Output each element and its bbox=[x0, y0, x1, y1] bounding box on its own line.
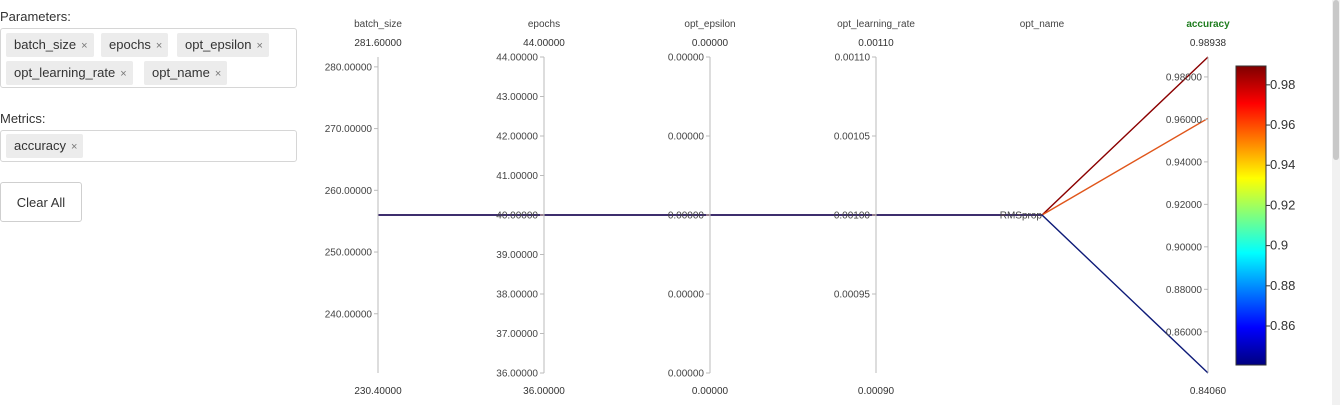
parameters-label: Parameters: bbox=[0, 9, 71, 24]
tick-label: 0.94000 bbox=[1166, 157, 1203, 168]
tick-label: 0.88000 bbox=[1166, 285, 1203, 296]
axis-title-batch-size: batch_size bbox=[354, 19, 402, 30]
tick-label: 0.00000 bbox=[668, 53, 705, 64]
tick-label: 41.00000 bbox=[496, 171, 538, 182]
colorbar-tick-label: 0.94 bbox=[1270, 157, 1295, 172]
remove-icon[interactable]: × bbox=[256, 40, 263, 52]
category-label: RMSprop bbox=[1000, 211, 1043, 222]
tick-label: 0.90000 bbox=[1166, 242, 1203, 253]
tick-label: 39.00000 bbox=[496, 250, 538, 261]
axis-min-label: 230.40000 bbox=[354, 386, 402, 397]
tick-label: 0.86000 bbox=[1166, 327, 1203, 338]
colorbar-tick-label: 0.98 bbox=[1270, 77, 1295, 92]
tick-label: 280.00000 bbox=[325, 62, 373, 73]
tick-label: 44.00000 bbox=[496, 53, 538, 64]
run-lines bbox=[378, 56, 1209, 374]
colorbar-tick-label: 0.96 bbox=[1270, 117, 1295, 132]
tick-label: 42.00000 bbox=[496, 132, 538, 143]
chip-label: opt_name bbox=[152, 65, 210, 80]
tick-label: 250.00000 bbox=[325, 248, 373, 259]
chip-label: epochs bbox=[109, 37, 151, 52]
axis-max-label: 0.00000 bbox=[692, 38, 729, 49]
chip-label: accuracy bbox=[14, 138, 67, 153]
axis-title-opt-epsilon: opt_epsilon bbox=[684, 19, 735, 30]
axis-title-accuracy: accuracy bbox=[1186, 19, 1230, 30]
colorbar-tick-label: 0.92 bbox=[1270, 197, 1295, 212]
axis-title-opt-name: opt_name bbox=[1020, 19, 1065, 30]
axis-max-label: 281.60000 bbox=[354, 38, 402, 49]
metric-chip-accuracy: accuracy × bbox=[6, 134, 84, 158]
tick-label: 36.00000 bbox=[496, 369, 538, 380]
tick-label: 240.00000 bbox=[325, 309, 373, 320]
axes: batch_size 281.60000 230.40000 240.00000 250… bbox=[325, 19, 1230, 397]
tick-label: 38.00000 bbox=[496, 290, 538, 301]
chip-label: opt_epsilon bbox=[185, 37, 252, 52]
vertical-scrollbar[interactable] bbox=[1332, 0, 1340, 405]
tick-label: 270.00000 bbox=[325, 124, 373, 135]
clear-all-button[interactable]: Clear All bbox=[0, 182, 82, 222]
remove-icon[interactable]: × bbox=[155, 40, 163, 52]
tick-label: 0.00000 bbox=[668, 132, 705, 143]
tick-label: 0.92000 bbox=[1166, 200, 1203, 211]
tick-label: 37.00000 bbox=[496, 329, 538, 340]
axis-min-label: 0.00090 bbox=[858, 386, 895, 397]
axis-max-label: 0.00110 bbox=[858, 38, 894, 49]
tick-label: 0.00000 bbox=[668, 290, 705, 301]
param-chip-opt-name: opt_name × bbox=[144, 61, 228, 85]
colorbar-gradient bbox=[1235, 65, 1267, 366]
chip-label: batch_size bbox=[14, 37, 77, 52]
axis-title-opt-learning-rate: opt_learning_rate bbox=[837, 19, 915, 30]
tick-label: 0.00000 bbox=[668, 369, 705, 380]
colorbar-tick-label: 0.86 bbox=[1270, 318, 1295, 333]
tick-label: 40.00000 bbox=[496, 211, 538, 222]
param-chip-epochs: epochs × bbox=[101, 33, 169, 57]
colorbar-tick-label: 0.9 bbox=[1270, 238, 1288, 253]
axis-max-label: 0.98938 bbox=[1190, 38, 1227, 49]
remove-icon[interactable]: × bbox=[120, 68, 127, 80]
remove-icon[interactable]: × bbox=[71, 141, 78, 153]
remove-icon[interactable]: × bbox=[214, 68, 222, 80]
axis-min-label: 0.84060 bbox=[1190, 386, 1227, 397]
tick-label: 0.00095 bbox=[834, 290, 871, 301]
param-chip-batch-size: batch_size × bbox=[6, 33, 94, 57]
axis-title-epochs: epochs bbox=[528, 19, 560, 30]
axis-min-label: 36.00000 bbox=[523, 386, 565, 397]
tick-label: 260.00000 bbox=[325, 186, 373, 197]
run-line bbox=[378, 214, 1209, 374]
scrollbar-thumb[interactable] bbox=[1333, 0, 1339, 160]
axis-max-label: 44.00000 bbox=[523, 38, 565, 49]
colorbar: 0.86 0.88 0.9 0.92 0.94 0.96 0.98 bbox=[1235, 65, 1295, 366]
parameters-select[interactable]: batch_size × epochs × opt_epsilon × opt_lea… bbox=[0, 28, 297, 88]
metrics-label: Metrics: bbox=[0, 111, 46, 126]
tick-label: 0.00000 bbox=[668, 211, 705, 222]
param-chip-opt-learning-rate: opt_learning_rate × bbox=[6, 61, 133, 85]
axis-min-label: 0.00000 bbox=[692, 386, 729, 397]
tick-label: 0.00105 bbox=[834, 132, 871, 143]
remove-icon[interactable]: × bbox=[81, 40, 88, 52]
tick-label: 0.96000 bbox=[1166, 115, 1203, 126]
param-chip-opt-epsilon: opt_epsilon × bbox=[177, 33, 269, 57]
tick-label: 0.98000 bbox=[1166, 72, 1203, 83]
tick-label: 0.00110 bbox=[835, 53, 871, 64]
colorbar-tick-label: 0.88 bbox=[1270, 278, 1295, 293]
tick-label: 0.00100 bbox=[834, 211, 871, 222]
metrics-select[interactable]: accuracy × bbox=[0, 130, 297, 162]
tick-label: 43.00000 bbox=[496, 92, 538, 103]
chip-label: opt_learning_rate bbox=[14, 65, 116, 80]
